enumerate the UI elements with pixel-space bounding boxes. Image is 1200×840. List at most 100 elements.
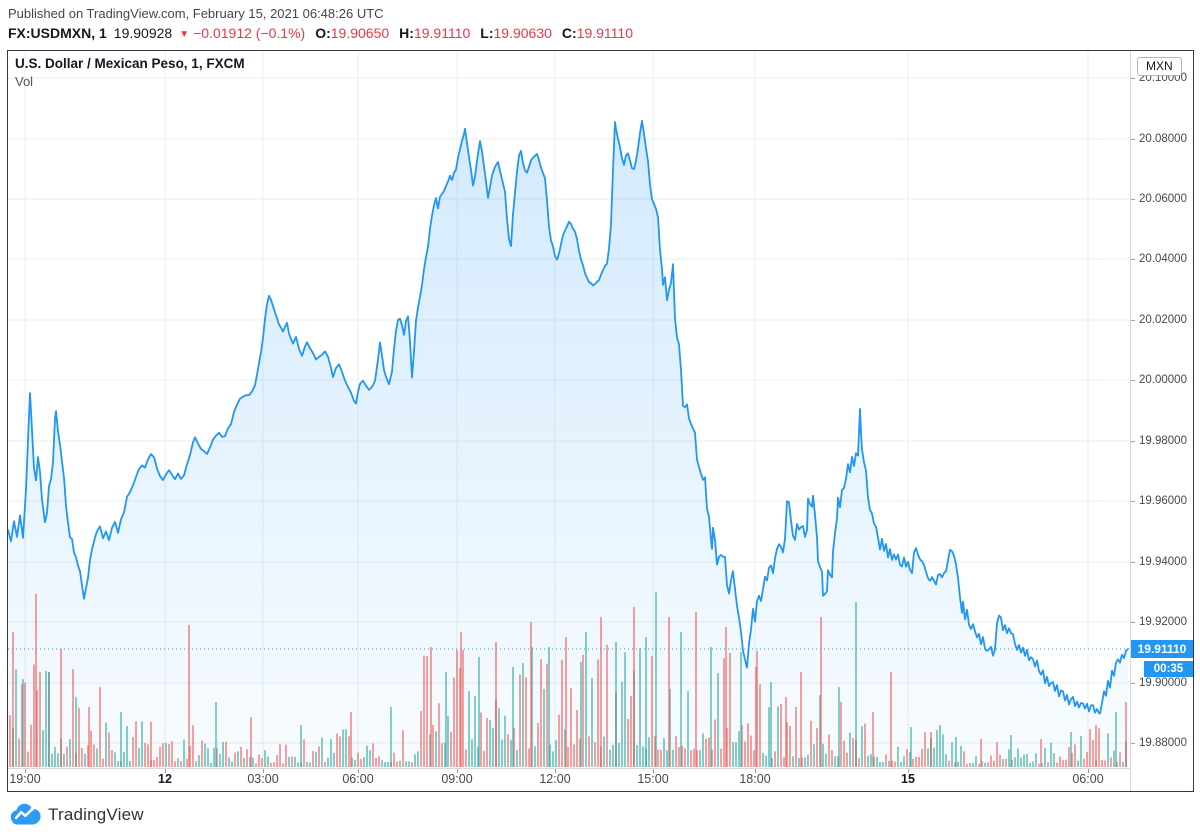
- volume-bar: [780, 703, 782, 767]
- volume-bar: [27, 751, 29, 767]
- volume-bar: [792, 756, 794, 767]
- volume-bar: [132, 737, 134, 767]
- volume-bar: [471, 739, 473, 767]
- volume-bar: [108, 732, 110, 767]
- volume-bar: [126, 725, 128, 767]
- volume-bar-spike: [430, 647, 432, 767]
- chart-widget: U.S. Dollar / Mexican Peso, 1, FXCM Vol …: [7, 50, 1194, 792]
- volume-bar: [42, 730, 44, 767]
- price-down-arrow-icon: ▼: [179, 29, 190, 40]
- price-scale-label: 20.04000: [1139, 253, 1187, 265]
- volume-bar-spike: [120, 712, 122, 767]
- currency-badge[interactable]: MXN: [1137, 57, 1182, 76]
- volume-bar-spike: [800, 672, 802, 767]
- volume-bar: [651, 655, 653, 767]
- time-scale[interactable]: 19:00 12 03:00 06:00 09:00 12:00 15:00 18:00 15 0…: [8, 769, 1130, 791]
- volume-bar: [903, 756, 905, 767]
- close-value: 19.91110: [576, 25, 634, 41]
- volume-bar: [18, 738, 20, 767]
- volume-bar: [336, 733, 338, 767]
- volume-bar: [369, 750, 371, 767]
- volume-bar: [1110, 757, 1112, 767]
- volume-bar: [525, 677, 527, 767]
- price-scale-tick: [1131, 562, 1135, 563]
- volume-bar: [678, 747, 680, 767]
- volume-bar: [846, 752, 848, 767]
- volume-bar: [111, 750, 113, 767]
- volume-bar: [597, 659, 599, 767]
- volume-bar: [1065, 759, 1067, 767]
- volume-bar: [957, 761, 959, 767]
- volume-bar: [201, 740, 203, 767]
- volume-bar-spike: [478, 657, 480, 767]
- volume-bar: [543, 688, 545, 767]
- volume-bar: [843, 740, 845, 767]
- time-scale-tick: [1088, 769, 1089, 773]
- volume-bar-spike: [60, 649, 62, 767]
- price-scale[interactable]: 20.10000 20.08000 20.06000 20.04000 20.02000…: [1130, 51, 1193, 791]
- volume-bar-spike: [820, 617, 822, 767]
- last-price: 19.90928: [113, 25, 173, 41]
- volume-bar: [1119, 752, 1121, 767]
- volume-bar: [123, 751, 125, 767]
- volume-bar: [906, 749, 908, 767]
- volume-bar-spike: [910, 727, 912, 767]
- volume-bar: [474, 696, 476, 767]
- volume-bar: [606, 644, 608, 767]
- time-scale-tick: [165, 769, 166, 773]
- volume-bar: [573, 744, 575, 767]
- time-scale-tick: [263, 769, 264, 773]
- volume-bar: [141, 721, 143, 767]
- volume-bar: [78, 707, 80, 767]
- volume-bar: [45, 670, 47, 767]
- volume-bar: [195, 761, 197, 767]
- volume-bar: [1035, 753, 1037, 767]
- volume-bar-spike: [740, 652, 742, 767]
- volume-bar: [975, 756, 977, 767]
- volume-bar: [894, 761, 896, 767]
- volume-bar: [93, 744, 95, 767]
- volume-bar: [423, 655, 425, 767]
- volume-bar-spike: [12, 632, 14, 767]
- volume-bar: [222, 741, 224, 767]
- volume-bar: [648, 737, 650, 767]
- volume-bar: [927, 748, 929, 767]
- brand-footer[interactable]: TradingView: [8, 803, 144, 826]
- volume-bar: [9, 715, 11, 767]
- volume-bar: [204, 743, 206, 767]
- time-scale-label: 06:00: [1072, 772, 1104, 786]
- chart-canvas[interactable]: [8, 51, 1130, 768]
- volume-bar-spike: [615, 642, 617, 767]
- volume-bar: [969, 763, 971, 767]
- volume-bar: [762, 752, 764, 767]
- volume-bar: [1047, 762, 1049, 767]
- volume-bar: [207, 748, 209, 767]
- volume-bar: [240, 746, 242, 767]
- volume-bar-spike: [530, 622, 532, 767]
- volume-bar: [273, 762, 275, 767]
- volume-bar: [813, 744, 815, 767]
- volume-bar: [984, 762, 986, 767]
- volume-bar-spike: [188, 625, 190, 767]
- price-scale-tick: [1131, 683, 1135, 684]
- volume-bar: [714, 719, 716, 767]
- volume-bar: [774, 751, 776, 767]
- volume-bar: [1113, 750, 1115, 767]
- volume-bar: [1002, 759, 1004, 767]
- time-scale-label: 18:00: [739, 772, 771, 786]
- volume-bar: [609, 749, 611, 767]
- volume-bar-spike: [655, 592, 657, 767]
- volume-bar-spike: [495, 642, 497, 767]
- volume-bar: [354, 759, 356, 767]
- volume-bar: [705, 738, 707, 767]
- volume-bar: [63, 753, 65, 767]
- volume-bar: [717, 672, 719, 767]
- volume-bar: [990, 755, 992, 767]
- volume-bar-spike: [695, 612, 697, 767]
- volume-bar: [372, 743, 374, 767]
- volume-bar: [306, 761, 308, 767]
- volume-bar-spike: [668, 617, 670, 767]
- volume-bar: [960, 746, 962, 767]
- volume-bar: [1014, 757, 1016, 767]
